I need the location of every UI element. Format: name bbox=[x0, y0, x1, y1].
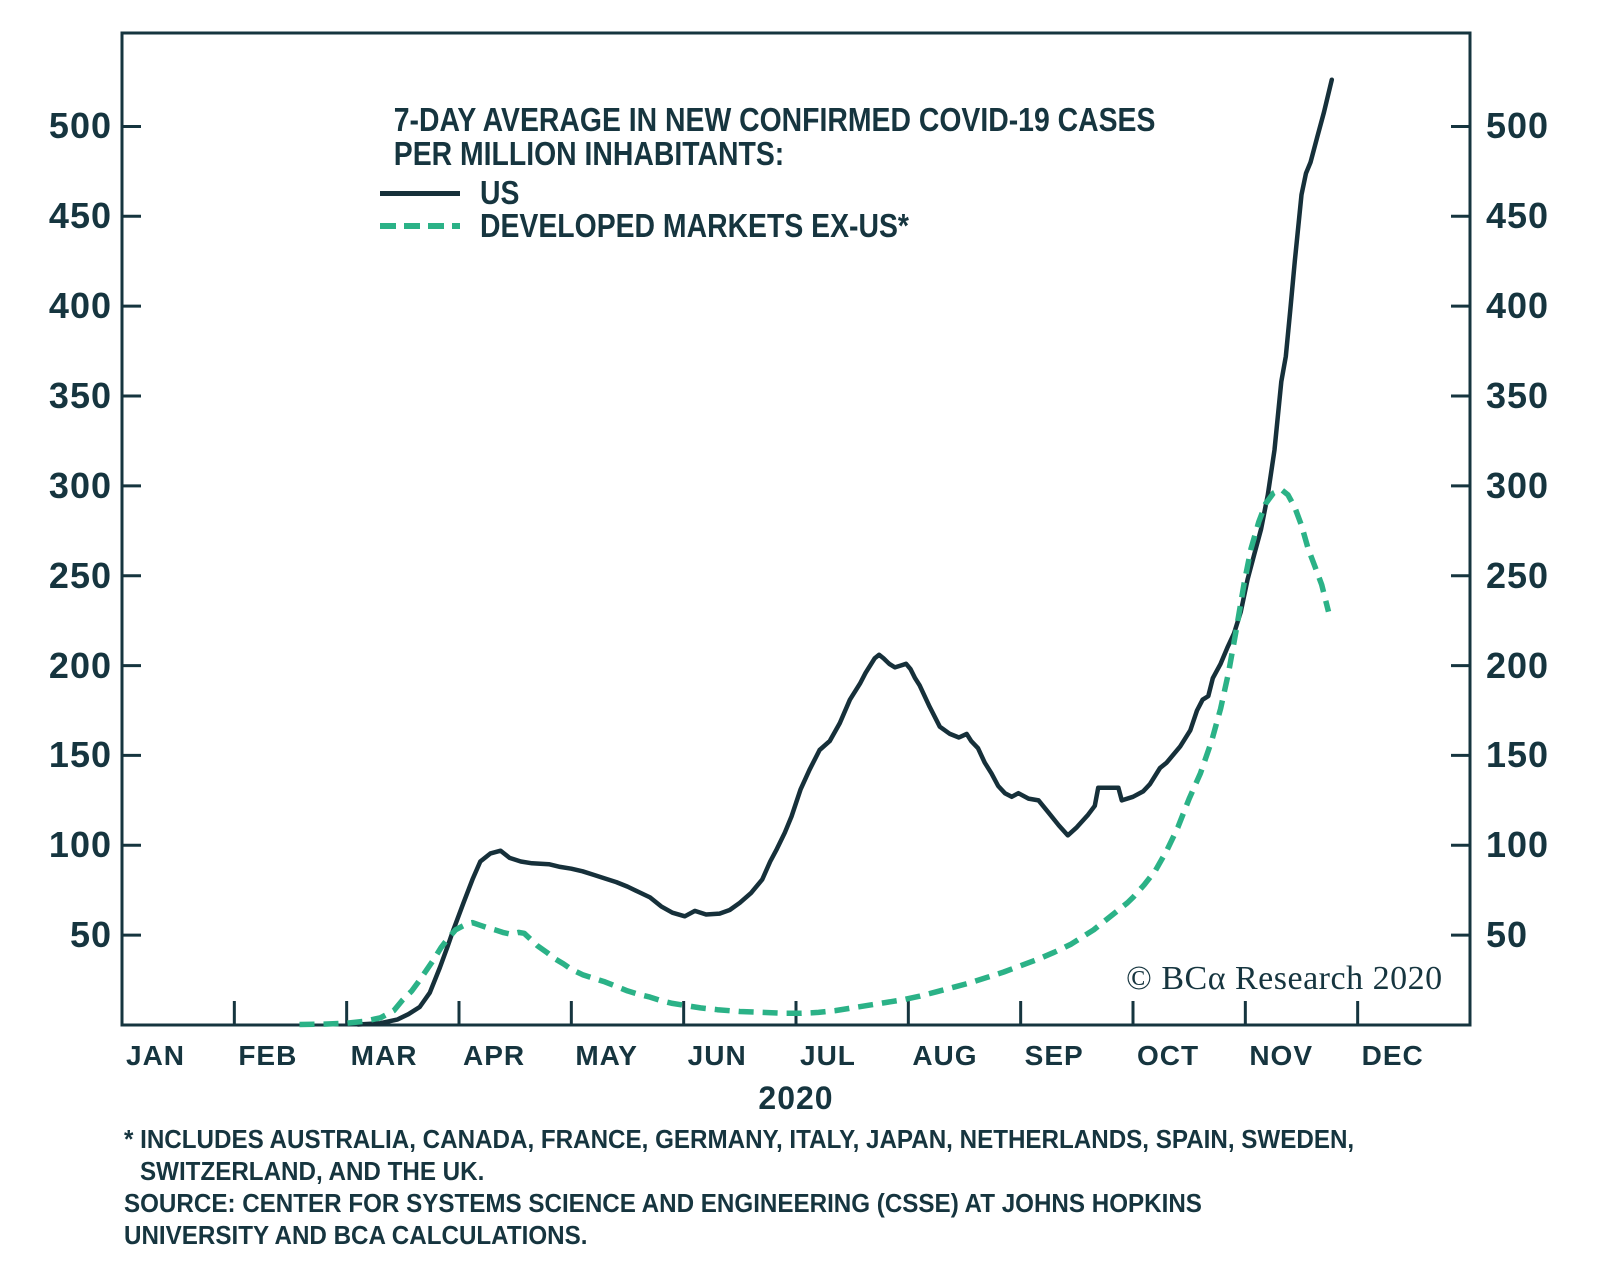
x-axis-label-feb: FEB bbox=[238, 1040, 298, 1071]
y-axis-label-left: 400 bbox=[48, 285, 112, 327]
legend-row-us: US bbox=[380, 174, 526, 211]
y-axis-label-right: 100 bbox=[1486, 824, 1550, 866]
y-axis-label-right: 150 bbox=[1486, 734, 1550, 776]
y-axis-label-left: 150 bbox=[48, 734, 112, 776]
x-axis-label-sep: SEP bbox=[1024, 1040, 1084, 1071]
chart-title-line2: PER MILLION INHABITANTS: bbox=[393, 135, 785, 172]
y-axis-label-left: 450 bbox=[48, 195, 112, 237]
y-axis-label-right: 50 bbox=[1486, 914, 1529, 956]
y-axis-label-right: 500 bbox=[1486, 105, 1550, 147]
x-axis-label-jan: JAN bbox=[126, 1040, 186, 1071]
y-axis-label-left: 500 bbox=[48, 105, 112, 147]
x-axis-label-oct: OCT bbox=[1137, 1040, 1200, 1071]
source-note-line1: SOURCE: CENTER FOR SYSTEMS SCIENCE AND E… bbox=[124, 1188, 1202, 1218]
footnote-countries-line2: SWITZERLAND, AND THE UK. bbox=[140, 1156, 485, 1186]
y-axis-label-right: 350 bbox=[1486, 375, 1550, 416]
x-axis-year-label: 2020 bbox=[758, 1080, 834, 1116]
dm-ex-us-series-line bbox=[299, 486, 1332, 1028]
x-axis-label-aug: AUG bbox=[912, 1040, 978, 1071]
x-axis-label-nov: NOV bbox=[1249, 1040, 1314, 1071]
chart-title-block: 7-DAY AVERAGE IN NEW CONFIRMED COVID-19 … bbox=[380, 103, 1282, 171]
us-series-line bbox=[355, 77, 1335, 1027]
chart-title-line1: 7-DAY AVERAGE IN NEW CONFIRMED COVID-19 … bbox=[393, 101, 1156, 138]
x-axis-label-jul: JUL bbox=[800, 1040, 856, 1071]
source-note-line2: UNIVERSITY AND BCA CALCULATIONS. bbox=[124, 1220, 588, 1250]
x-axis-label-mar: MAR bbox=[350, 1040, 418, 1071]
y-axis-label-right: 200 bbox=[1486, 644, 1550, 686]
copyright-notice: © BCα Research 2020 bbox=[1126, 960, 1443, 997]
legend-label-dm: DEVELOPED MARKETS EX-US* bbox=[480, 207, 909, 244]
y-axis-label-left: 200 bbox=[48, 644, 112, 686]
y-axis-label-right: 300 bbox=[1486, 464, 1550, 506]
footnote-countries-line1: * INCLUDES AUSTRALIA, CANADA, FRANCE, GE… bbox=[124, 1124, 1355, 1154]
x-axis-label-apr: APR bbox=[463, 1040, 526, 1071]
us-solid-line-swatch bbox=[380, 190, 460, 196]
x-axis-label-dec: DEC bbox=[1361, 1040, 1424, 1071]
x-axis-label-may: MAY bbox=[575, 1040, 638, 1071]
y-axis-label-left: 100 bbox=[48, 824, 112, 866]
y-axis-label-left: 250 bbox=[48, 554, 112, 596]
dm-dashed-line-swatch bbox=[380, 223, 460, 229]
y-axis-label-right: 250 bbox=[1486, 554, 1550, 596]
x-axis-label-jun: JUN bbox=[687, 1040, 747, 1071]
y-axis-label-left: 50 bbox=[69, 914, 112, 956]
y-axis-label-right: 400 bbox=[1486, 285, 1550, 327]
y-axis-label-left: 300 bbox=[48, 464, 112, 506]
y-axis-label-left: 350 bbox=[48, 375, 112, 416]
legend-label-us: US bbox=[480, 174, 520, 211]
y-axis-label-right: 450 bbox=[1486, 195, 1550, 237]
plot-frame bbox=[120, 31, 1472, 1027]
legend-row-dm: DEVELOPED MARKETS EX-US* bbox=[380, 207, 979, 244]
